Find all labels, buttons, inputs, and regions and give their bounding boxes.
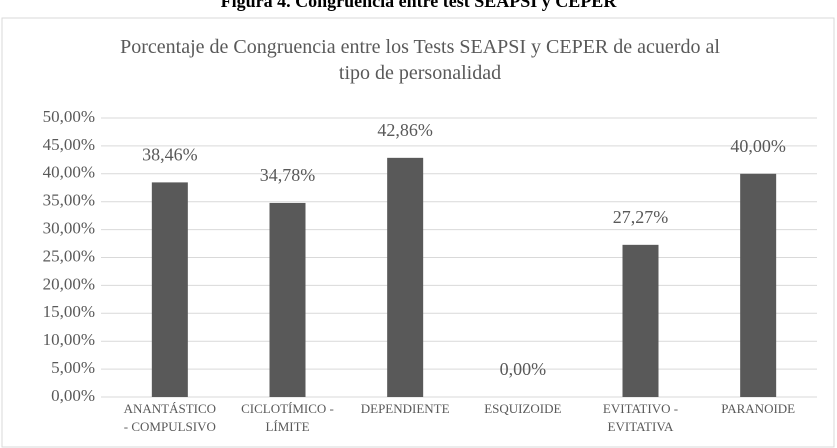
value-label: 38,46% — [142, 145, 198, 165]
x-tick-label: PARANOIDE — [721, 401, 795, 416]
x-tick-label: ESQUIZOIDE — [484, 401, 561, 416]
value-label: 34,78% — [260, 165, 316, 185]
bar — [622, 244, 659, 397]
y-tick-label: 50,00% — [43, 107, 95, 126]
y-tick-label: 40,00% — [43, 163, 95, 182]
x-tick-label: DEPENDIENTE — [361, 401, 450, 416]
y-tick-label: 5,00% — [51, 358, 95, 377]
figure-caption: Figura 4. Congruencia entre test SEAPSI … — [220, 0, 617, 11]
chart-title: Porcentaje de Congruencia entre los Test… — [120, 36, 720, 84]
x-tick-label: - COMPULSIVO — [124, 419, 216, 434]
value-label: 27,27% — [613, 207, 669, 227]
y-tick-label: 0,00% — [51, 386, 95, 405]
y-tick-label: 15,00% — [43, 302, 95, 321]
x-tick-label: CICLOTÍMICO - — [241, 401, 334, 416]
y-tick-label: 10,00% — [43, 330, 95, 349]
y-tick-label: 30,00% — [43, 219, 95, 238]
y-tick-label: 25,00% — [43, 246, 95, 265]
value-label: 0,00% — [500, 359, 547, 379]
y-tick-label: 35,00% — [43, 191, 95, 210]
bar — [387, 157, 424, 397]
x-tick-label: EVITATIVA — [608, 419, 674, 434]
x-tick-label: ANANTÁSTICO — [124, 401, 216, 416]
x-tick-label: EVITATIVO - — [603, 401, 678, 416]
bar — [151, 182, 188, 397]
value-label: 40,00% — [730, 136, 786, 156]
y-tick-label: 45,00% — [43, 135, 95, 154]
bar — [740, 173, 777, 397]
value-label: 42,86% — [377, 120, 433, 140]
x-tick-label: LÍMITE — [265, 419, 309, 434]
y-tick-label: 20,00% — [43, 274, 95, 293]
bar — [269, 202, 306, 397]
